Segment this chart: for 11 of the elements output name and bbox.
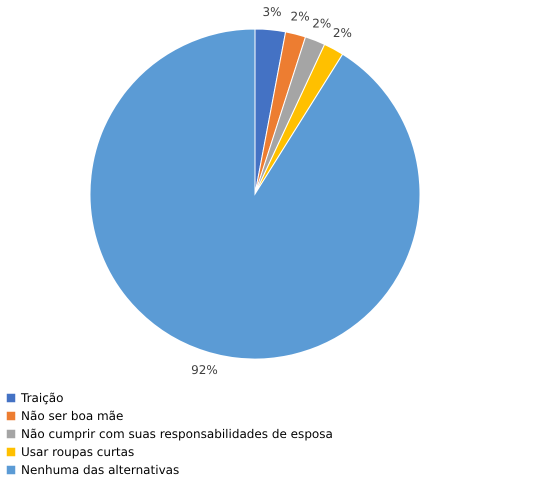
- pie-slice: [90, 28, 420, 360]
- data-label: 92%: [191, 362, 218, 377]
- data-label: 2%: [290, 10, 310, 24]
- legend-label: Traição: [20, 391, 64, 405]
- legend-label: Usar roupas curtas: [21, 445, 134, 459]
- data-label: 2%: [332, 26, 352, 40]
- data-label: 3%: [262, 4, 282, 19]
- legend-label: Não ser boa mãe: [21, 409, 124, 423]
- data-label: 2%: [312, 16, 332, 31]
- legend-label: Não cumprir com suas responsabilidades de esposa: [21, 427, 333, 441]
- legend-label: Nenhuma das alternativas: [21, 463, 180, 477]
